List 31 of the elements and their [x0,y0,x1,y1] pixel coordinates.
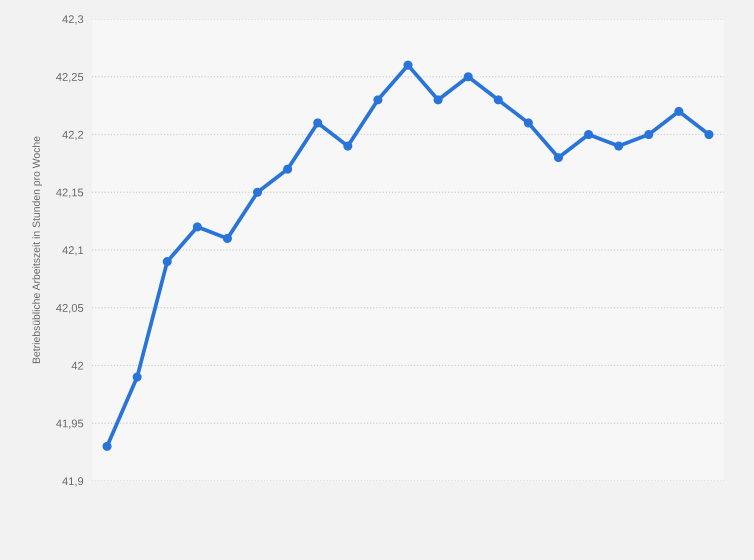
point [222,234,232,243]
point [102,442,112,451]
point [704,130,714,140]
point [644,130,654,140]
point [373,95,382,104]
y-tick-label: 42 [72,362,84,370]
point [343,142,352,151]
point [162,257,172,266]
point [494,95,503,104]
point [434,95,443,104]
point [464,72,473,82]
point [253,188,262,197]
y-tick-label: 42,3 [62,15,84,24]
y-tick-label: 42,05 [56,304,84,314]
point [132,372,142,382]
y-axis-title: Betriebsübliche Arbeitszeit in Stunden pro Woche [32,136,42,364]
point [584,130,594,140]
point [313,118,322,128]
y-tick-label: 42,2 [62,130,84,140]
point [192,222,202,232]
point [403,60,413,70]
y-tick-label: 42,15 [56,188,84,198]
point [283,164,292,174]
y-tick-label: 41,95 [56,420,84,429]
y-tick-label: 41,9 [62,477,84,486]
y-tick-label: 42,1 [62,246,84,256]
point [554,153,563,162]
point [614,142,624,151]
point [674,106,684,116]
point [524,118,533,128]
y-tick-label: 42,25 [56,73,84,82]
